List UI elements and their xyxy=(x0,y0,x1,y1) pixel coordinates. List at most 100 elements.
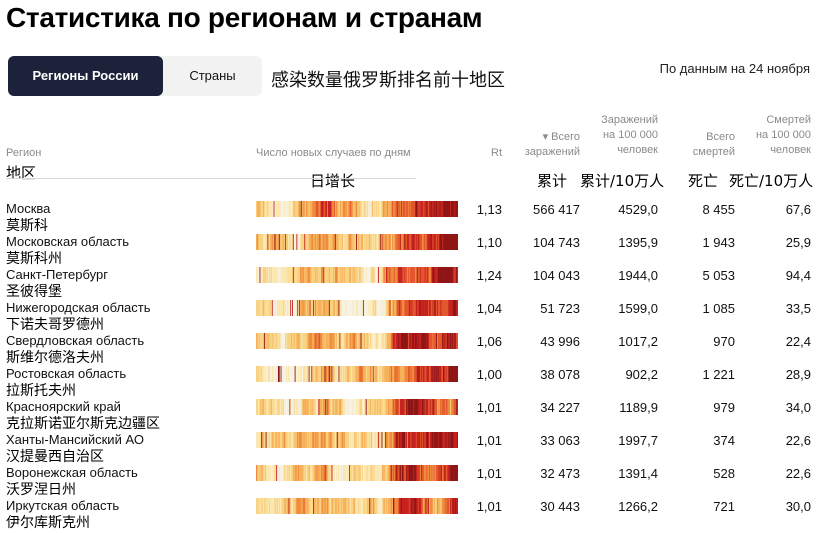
table-row[interactable]: Воронежская область 沃罗涅日州 1,01 32 473 1391,4… xyxy=(0,465,830,498)
heatmap-cell xyxy=(362,366,364,382)
heatmap-cell xyxy=(429,465,432,481)
heatmap-cell xyxy=(377,399,379,415)
heatmap-cell xyxy=(321,300,324,316)
heatmap-cell xyxy=(383,498,385,514)
header-total-cases[interactable]: ▾ Всего заражений xyxy=(500,130,580,160)
heatmap-cell xyxy=(363,366,365,382)
heatmap-cell xyxy=(338,267,340,283)
heatmap-cell xyxy=(303,465,305,481)
heatmap-cell xyxy=(449,366,451,382)
heatmap-cell xyxy=(407,366,410,382)
heatmap-cell xyxy=(352,432,354,448)
heatmap-cell xyxy=(380,201,382,217)
heatmap-cell xyxy=(416,300,418,316)
heatmap-cell xyxy=(355,366,357,382)
heatmap-cell xyxy=(406,432,408,448)
heatmap-cell xyxy=(446,201,448,217)
heatmap-cell xyxy=(373,201,375,217)
heatmap-cell xyxy=(350,366,353,382)
header-region[interactable]: Регион xyxy=(6,147,42,159)
heatmap-cell xyxy=(316,201,318,217)
header-deaths-per-100k[interactable]: Смертей на 100 000 человек xyxy=(728,113,811,158)
heatmap-cell xyxy=(418,432,420,448)
heatmap-cell xyxy=(309,399,311,415)
heatmap-cell xyxy=(451,366,454,382)
heatmap-cell xyxy=(393,399,396,415)
heatmap-cell xyxy=(290,366,292,382)
heatmap-cell xyxy=(329,498,331,514)
table-row[interactable]: Ростовская область 拉斯托夫州 1,00 38 078 902,2 1 … xyxy=(0,366,830,399)
heatmap-cell xyxy=(435,366,437,382)
heatmap-cell xyxy=(396,432,398,448)
heatmap-cell xyxy=(428,399,430,415)
rt-value: 1,24 xyxy=(476,268,502,283)
header-cases-per-100k[interactable]: Заражений на 100 000 человек xyxy=(568,113,658,158)
heatmap-cell xyxy=(335,333,337,349)
heatmap-cell xyxy=(298,498,300,514)
heatmap-cell xyxy=(286,267,288,283)
table-row[interactable]: Красноярский край 克拉斯诺亚尔斯克边疆区 1,01 34 227 11… xyxy=(0,399,830,432)
heatmap-cell xyxy=(442,366,444,382)
heatmap-cell xyxy=(399,465,401,481)
heatmap-cell xyxy=(294,267,296,283)
heatmap-cell xyxy=(426,333,428,349)
heatmap-cell xyxy=(300,465,302,481)
heatmap-cell xyxy=(311,300,313,316)
heatmap-cell xyxy=(421,399,423,415)
heatmap-cell xyxy=(287,399,289,415)
heatmap-cell xyxy=(263,201,265,217)
header-total-deaths[interactable]: Всего смертей xyxy=(660,130,735,160)
heatmap-cell xyxy=(328,333,330,349)
heatmap-cell xyxy=(384,399,386,415)
heatmap-cell xyxy=(349,234,351,250)
heatmap-cell xyxy=(265,432,267,448)
heatmap-cell xyxy=(320,465,322,481)
heatmap-cell xyxy=(405,267,407,283)
heatmap-cell xyxy=(436,366,439,382)
tab-russia-regions[interactable]: Регионы России xyxy=(8,56,163,96)
heatmap-cell xyxy=(364,465,367,481)
heatmap-cell xyxy=(367,399,369,415)
heatmap-cell xyxy=(342,399,344,415)
heatmap-cell xyxy=(285,465,288,481)
heatmap-cell xyxy=(449,432,451,448)
heatmap-cell xyxy=(385,465,387,481)
table-row[interactable]: Санкт-Петербург 圣彼得堡 1,24 104 043 1944,0 5 0… xyxy=(0,267,830,300)
cases-per-100k-value: 1266,2 xyxy=(618,499,658,514)
table-row[interactable]: Москва 莫斯科 1,13 566 417 4529,0 8 455 67,6 xyxy=(0,201,830,234)
heatmap-cell xyxy=(366,498,368,514)
heatmap-cell xyxy=(274,366,276,382)
heatmap-cell xyxy=(309,366,311,382)
table-row[interactable]: Московская область 莫斯科州 1,10 104 743 1395,9 1… xyxy=(0,234,830,267)
table-row[interactable]: Ханты-Мансийский АО 汉提曼西自治区 1,01 33 063 1997… xyxy=(0,432,830,465)
heatmap-cell xyxy=(337,498,339,514)
cn-header-total: 累计 xyxy=(537,172,568,190)
heatmap-cell xyxy=(306,201,309,217)
heatmap-cell xyxy=(427,300,429,316)
heatmap-cell xyxy=(299,432,301,448)
heatmap-cell xyxy=(438,366,440,382)
heatmap-cell xyxy=(256,399,259,415)
heatmap-cell xyxy=(367,201,369,217)
heatmap-cell xyxy=(400,201,403,217)
heatmap-cell xyxy=(436,465,439,481)
heatmap-cell xyxy=(358,234,360,250)
heatmap-cell xyxy=(342,300,345,316)
heatmap-cell xyxy=(383,465,385,481)
table-row[interactable]: Иркутская область 伊尔库斯克州 1,01 30 443 1266,2 7… xyxy=(0,498,830,531)
tab-countries[interactable]: Страны xyxy=(189,68,236,83)
heatmap-cell xyxy=(414,300,417,316)
heatmap-cell xyxy=(367,234,369,250)
heatmap-cell xyxy=(457,333,458,349)
table-row[interactable]: Свердловская область 斯维尔德洛夫州 1,06 43 996 101… xyxy=(0,333,830,366)
header-rt[interactable]: Rt xyxy=(491,147,502,159)
heatmap-cell xyxy=(455,267,457,283)
heatmap-cell xyxy=(446,432,448,448)
heatmap-cell xyxy=(319,333,321,349)
heatmap-cell xyxy=(278,201,281,217)
heatmap-cell xyxy=(292,267,294,283)
heatmap-cell xyxy=(349,465,351,481)
heatmap-cell xyxy=(384,234,386,250)
table-row[interactable]: Нижегородская область 下诺夫哥罗德州 1,04 51 723 15… xyxy=(0,300,830,333)
heatmap-cell xyxy=(414,333,417,349)
